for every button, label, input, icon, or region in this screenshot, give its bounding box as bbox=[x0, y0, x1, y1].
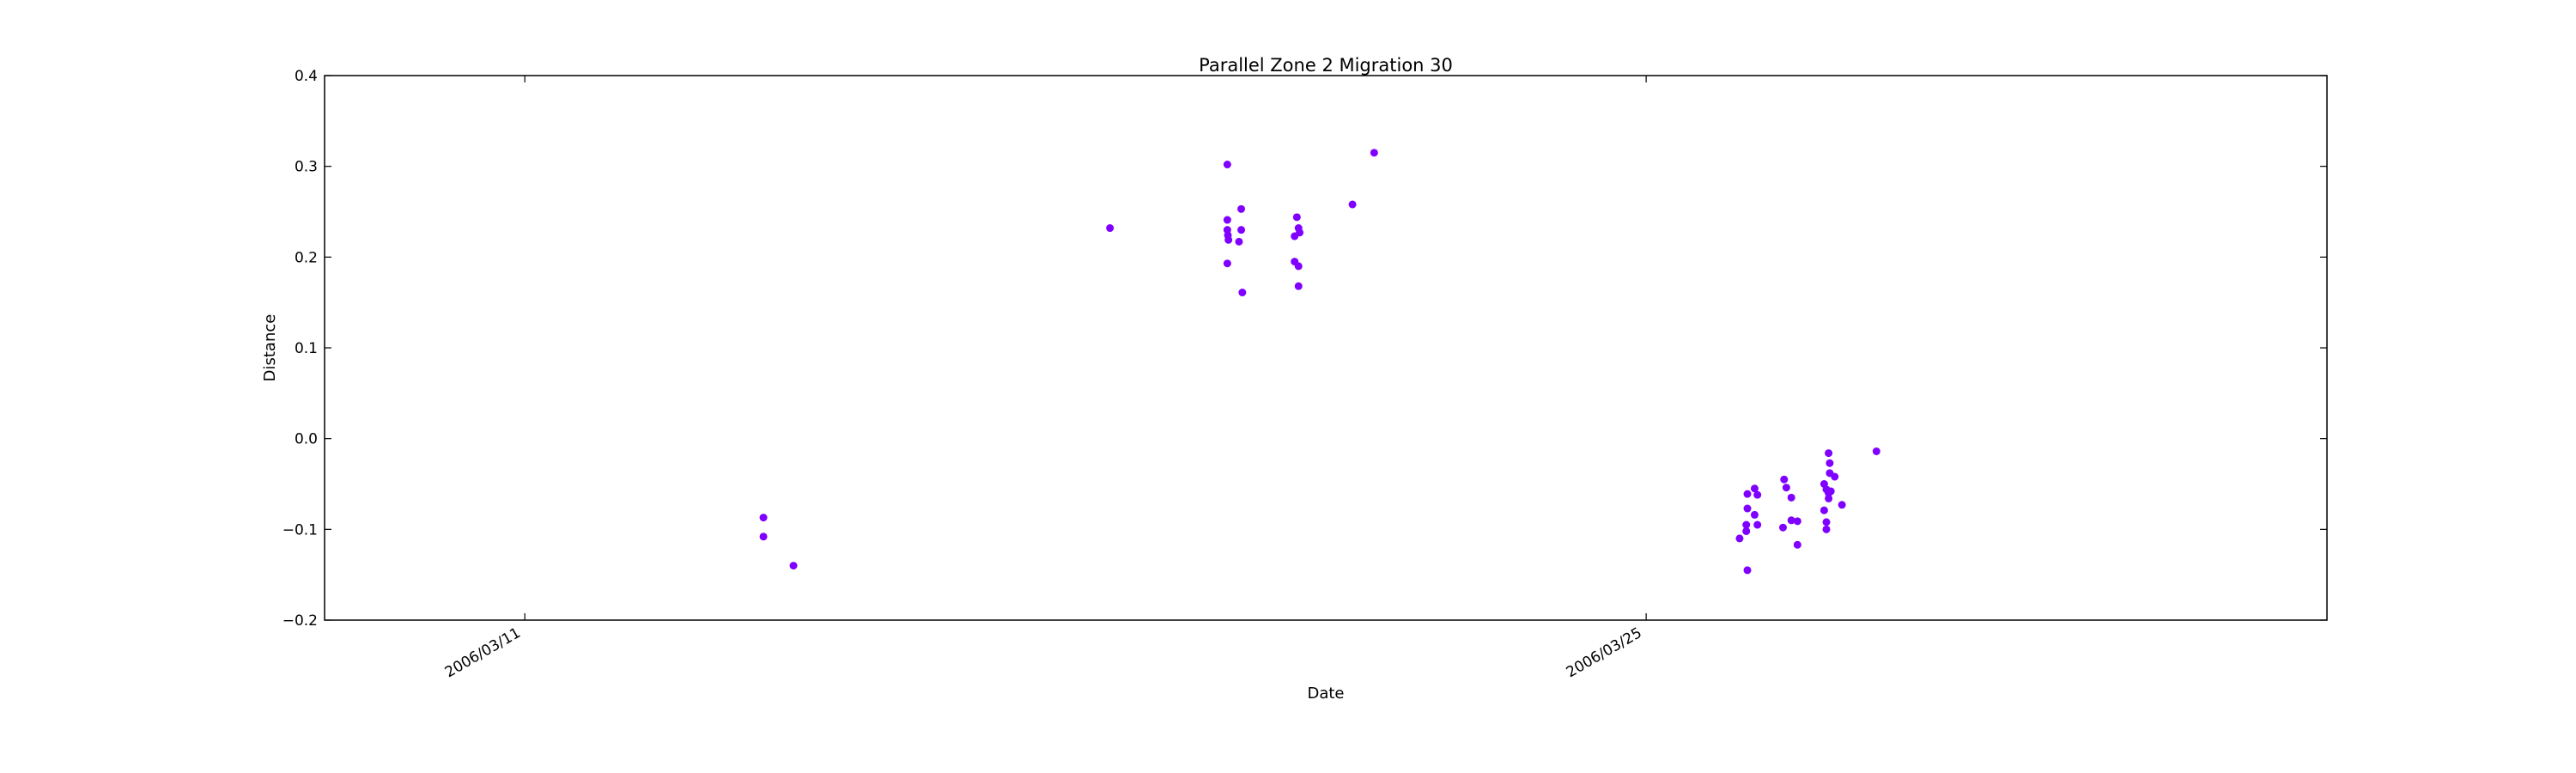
data-point bbox=[1787, 493, 1795, 502]
y-axis-label: Distance bbox=[261, 314, 279, 382]
data-point bbox=[1820, 506, 1828, 514]
data-point bbox=[1826, 459, 1834, 467]
data-point bbox=[1787, 516, 1795, 525]
x-tick-label: 2006/03/25 bbox=[1564, 624, 1645, 681]
data-point bbox=[1223, 259, 1231, 268]
plot-frame bbox=[324, 75, 2328, 621]
data-point bbox=[1778, 523, 1787, 532]
data-point bbox=[1838, 501, 1846, 509]
data-point bbox=[1294, 282, 1303, 290]
data-point bbox=[1750, 484, 1759, 493]
data-point bbox=[1348, 200, 1357, 209]
y-axis-ticks: −0.2 −0.1 0.0 0.1 0.2 0.3 0.4 bbox=[283, 68, 2327, 630]
data-point bbox=[1753, 490, 1762, 499]
data-point bbox=[1237, 204, 1246, 213]
data-point bbox=[1825, 449, 1833, 458]
data-point bbox=[759, 514, 768, 522]
data-point bbox=[1742, 520, 1751, 529]
y-tick-label: 0.3 bbox=[295, 159, 318, 176]
data-point bbox=[1822, 518, 1831, 526]
x-tick-label: 2006/03/11 bbox=[442, 624, 524, 681]
data-point bbox=[1223, 161, 1231, 169]
data-points bbox=[759, 149, 1880, 575]
data-point bbox=[1831, 472, 1839, 481]
data-point bbox=[1753, 520, 1762, 529]
data-point bbox=[1780, 475, 1789, 484]
data-point bbox=[1370, 149, 1378, 157]
data-point bbox=[789, 562, 798, 570]
data-point bbox=[1743, 504, 1752, 513]
y-tick-label: 0.4 bbox=[295, 68, 318, 85]
data-point bbox=[1826, 487, 1835, 496]
data-point bbox=[1743, 566, 1752, 575]
y-tick-label: 0.2 bbox=[295, 249, 318, 266]
data-point bbox=[1292, 213, 1301, 222]
data-point bbox=[1793, 517, 1801, 526]
data-point bbox=[1825, 494, 1833, 502]
y-tick-label: −0.2 bbox=[283, 612, 318, 630]
data-point bbox=[1735, 534, 1744, 543]
data-point bbox=[1743, 490, 1752, 498]
data-point bbox=[1224, 235, 1233, 244]
data-point bbox=[1238, 289, 1247, 297]
data-point bbox=[1872, 447, 1880, 455]
chart-title: Parallel Zone 2 Migration 30 bbox=[1199, 55, 1453, 76]
data-point bbox=[1294, 262, 1303, 271]
data-point bbox=[1296, 228, 1304, 237]
data-point bbox=[1750, 510, 1759, 519]
data-point bbox=[1106, 224, 1115, 233]
data-point bbox=[1742, 526, 1751, 535]
y-tick-label: 0.0 bbox=[295, 431, 318, 448]
y-tick-label: −0.1 bbox=[283, 521, 318, 539]
data-point bbox=[1793, 540, 1801, 549]
data-point bbox=[759, 533, 768, 541]
data-point bbox=[1223, 216, 1231, 224]
y-tick-label: 0.1 bbox=[295, 340, 318, 357]
data-point bbox=[1237, 226, 1246, 234]
data-point bbox=[1235, 237, 1243, 246]
x-axis-ticks: 2006/03/11 2006/03/25 bbox=[442, 76, 1647, 681]
data-point bbox=[1822, 525, 1831, 533]
x-axis-label: Date bbox=[1307, 685, 1344, 703]
data-point bbox=[1782, 484, 1790, 492]
